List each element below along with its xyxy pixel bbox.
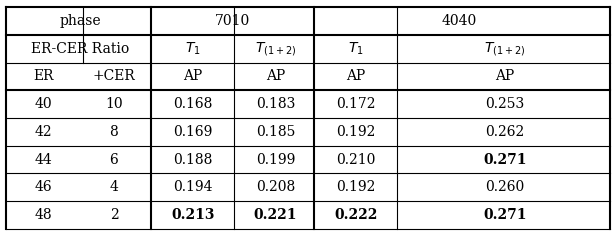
Text: 0.192: 0.192 [336, 180, 376, 194]
Text: 2: 2 [110, 208, 118, 222]
Text: 0.185: 0.185 [256, 125, 295, 139]
Text: 42: 42 [34, 125, 52, 139]
Text: 0.192: 0.192 [336, 125, 376, 139]
Text: 0.199: 0.199 [256, 153, 295, 167]
Text: 8: 8 [110, 125, 118, 139]
Text: 0.253: 0.253 [485, 97, 525, 111]
Text: 0.262: 0.262 [485, 125, 525, 139]
Text: phase: phase [59, 14, 101, 28]
Text: 44: 44 [34, 153, 52, 167]
Text: $T_{(1+2)}$: $T_{(1+2)}$ [254, 40, 296, 58]
Text: AP: AP [346, 69, 366, 83]
Text: ER: ER [33, 69, 54, 83]
Text: 0.194: 0.194 [173, 180, 213, 194]
Text: 0.188: 0.188 [173, 153, 213, 167]
Text: 0.221: 0.221 [254, 208, 297, 222]
Text: +CER: +CER [92, 69, 136, 83]
Text: 7010: 7010 [215, 14, 251, 28]
Text: 0.208: 0.208 [256, 180, 295, 194]
Text: 0.271: 0.271 [484, 153, 527, 167]
Text: 6: 6 [110, 153, 118, 167]
Text: 0.222: 0.222 [334, 208, 378, 222]
Text: 40: 40 [34, 97, 52, 111]
Text: 4: 4 [110, 180, 118, 194]
Text: 46: 46 [34, 180, 52, 194]
Text: $T_1$: $T_1$ [348, 41, 364, 57]
Text: 48: 48 [34, 208, 52, 222]
Text: 0.172: 0.172 [336, 97, 376, 111]
Text: 0.260: 0.260 [485, 180, 525, 194]
Text: ER-CER Ratio: ER-CER Ratio [31, 42, 129, 56]
Text: AP: AP [183, 69, 203, 83]
Text: 0.168: 0.168 [173, 97, 213, 111]
Text: 10: 10 [105, 97, 123, 111]
Text: 4040: 4040 [441, 14, 477, 28]
Text: 0.183: 0.183 [256, 97, 295, 111]
Text: 0.271: 0.271 [484, 208, 527, 222]
Text: 0.210: 0.210 [336, 153, 376, 167]
Text: $T_1$: $T_1$ [185, 41, 201, 57]
Text: 0.213: 0.213 [171, 208, 214, 222]
Text: $T_{(1+2)}$: $T_{(1+2)}$ [484, 40, 526, 58]
Text: AP: AP [495, 69, 515, 83]
Text: 0.169: 0.169 [173, 125, 213, 139]
Text: AP: AP [265, 69, 285, 83]
